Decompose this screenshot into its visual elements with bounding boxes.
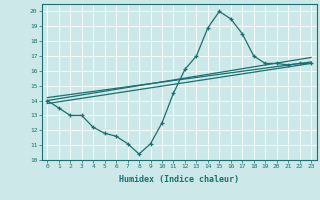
X-axis label: Humidex (Indice chaleur): Humidex (Indice chaleur): [119, 175, 239, 184]
